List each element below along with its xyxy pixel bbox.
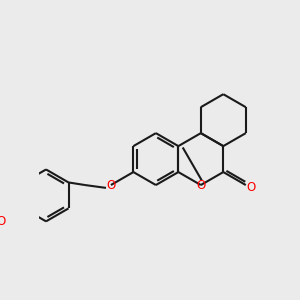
- Text: O: O: [106, 178, 116, 191]
- Text: O: O: [0, 215, 6, 228]
- Text: O: O: [246, 182, 255, 194]
- Text: O: O: [196, 178, 206, 191]
